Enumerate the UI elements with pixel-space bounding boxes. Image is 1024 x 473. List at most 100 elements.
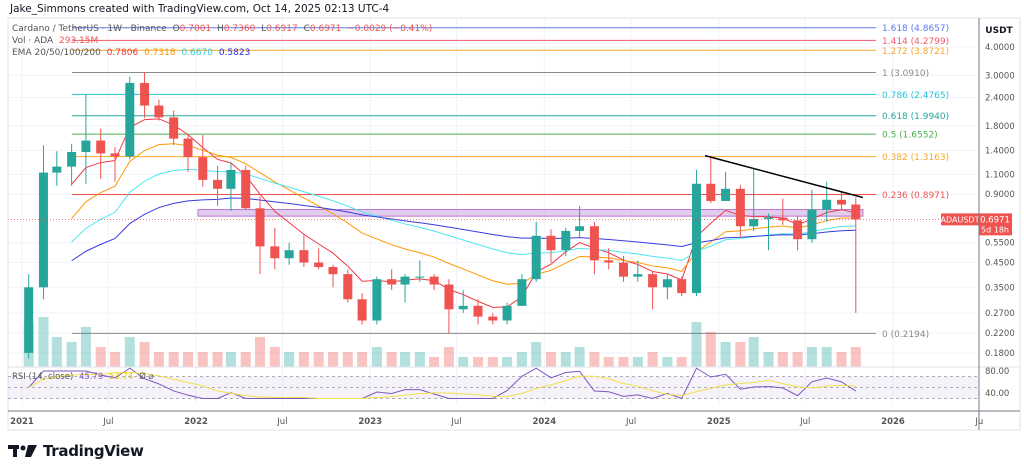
time-axis-tick: Jul bbox=[799, 417, 810, 427]
candle-body bbox=[110, 153, 120, 157]
candle-body bbox=[575, 226, 585, 231]
candle-body bbox=[38, 172, 48, 288]
candle-body bbox=[488, 316, 498, 321]
rsi-axis-tick: 80.00 bbox=[985, 367, 1009, 377]
rsi-label[interactable]: RSI (14, close) bbox=[12, 372, 74, 382]
price-axis-tick: 0.2200 bbox=[985, 329, 1015, 339]
symbol-price-tag-label: ADAUSDT bbox=[941, 215, 980, 224]
chart-frame bbox=[7, 17, 1021, 431]
symbol-price-tag bbox=[941, 213, 979, 226]
volume-bar bbox=[777, 352, 788, 367]
candle-body bbox=[749, 218, 759, 227]
price-axis-tick: 4.0000 bbox=[985, 43, 1015, 53]
candle-body bbox=[255, 208, 265, 247]
symbol-legend: Cardano / TetherUS · 1W · Binance O0.700… bbox=[12, 24, 435, 34]
candle-body bbox=[807, 209, 817, 240]
candle-body bbox=[24, 287, 34, 353]
tradingview-logo[interactable]: TradingView bbox=[8, 442, 144, 460]
volume-bar bbox=[284, 352, 295, 367]
volume-bar bbox=[632, 357, 643, 367]
volume-bar bbox=[139, 342, 150, 367]
candle-body bbox=[502, 305, 512, 321]
volume-bar bbox=[313, 352, 324, 367]
price-axis-tick: 0.9000 bbox=[985, 190, 1015, 200]
volume-bar bbox=[95, 347, 106, 367]
close-value: C0.6971 bbox=[303, 24, 342, 34]
price-axis-tick: 0.2700 bbox=[985, 309, 1015, 319]
rsi-band bbox=[8, 376, 979, 399]
fib-level-label: 0.5 (1.6552) bbox=[882, 131, 938, 141]
fib-level-label: 0.786 (2.4765) bbox=[882, 91, 949, 101]
volume-bar bbox=[516, 352, 527, 367]
change-value: −0.0029 (−0.41%) bbox=[347, 24, 433, 34]
descending-trendline bbox=[704, 154, 864, 199]
volume-label[interactable]: Vol · ADA bbox=[12, 36, 54, 46]
candle-body bbox=[183, 138, 193, 158]
ema-200-line bbox=[71, 197, 856, 262]
time-axis-tick: Jul bbox=[276, 417, 287, 427]
volume-bar bbox=[502, 357, 513, 367]
volume-bar bbox=[589, 352, 600, 367]
ema-20-value: 0.7806 bbox=[106, 48, 139, 58]
fib-level-label: 1 (3.0910) bbox=[882, 69, 929, 79]
candle-body bbox=[328, 267, 338, 275]
candle-body bbox=[154, 105, 164, 118]
time-axis-tick: 2021 bbox=[10, 417, 34, 427]
volume-bar bbox=[357, 352, 368, 367]
candle-body bbox=[314, 262, 324, 268]
fib-level-label: 0 (0.2194) bbox=[882, 330, 929, 340]
volume-bar bbox=[110, 352, 121, 367]
volume-bar bbox=[240, 352, 251, 367]
candle-body bbox=[284, 250, 294, 259]
support-zone bbox=[197, 209, 864, 217]
price-axis-tick: 1.4000 bbox=[985, 147, 1015, 157]
candle-body bbox=[691, 183, 701, 294]
volume-bar bbox=[197, 352, 208, 367]
volume-bar bbox=[676, 357, 687, 367]
fib-level-label: 1.618 (4.8657) bbox=[882, 24, 949, 34]
volume-bar bbox=[487, 357, 498, 367]
volume-bar bbox=[225, 352, 236, 367]
ema-200-value: 0.5823 bbox=[218, 48, 251, 58]
candle-body bbox=[343, 274, 353, 300]
candle-body bbox=[226, 169, 236, 189]
time-axis-tick: 2025 bbox=[707, 417, 731, 427]
candle-body bbox=[67, 152, 77, 167]
price-axis-tick: 3.0000 bbox=[985, 71, 1015, 81]
candle-body bbox=[721, 188, 731, 201]
ema-100-value: 0.6670 bbox=[181, 48, 213, 58]
price-axis-tick: 0.1800 bbox=[985, 349, 1015, 359]
time-axis-tick: Ju bbox=[974, 417, 983, 427]
candle-body bbox=[793, 220, 803, 240]
volume-bar bbox=[443, 347, 454, 367]
price-axis-tick: 0.3500 bbox=[985, 283, 1015, 293]
volume-bar bbox=[298, 352, 309, 367]
time-axis-tick: 2026 bbox=[881, 417, 905, 427]
candle-body bbox=[357, 299, 367, 321]
low-value: L0.6917 bbox=[261, 24, 298, 34]
volume-bar bbox=[414, 352, 425, 367]
ema-50-value: 0.7318 bbox=[144, 48, 176, 58]
volume-bar bbox=[371, 347, 382, 367]
candle-body bbox=[52, 166, 62, 173]
volume-bar bbox=[80, 327, 91, 367]
candle-body bbox=[531, 235, 541, 280]
volume-bar bbox=[153, 352, 164, 367]
candle-body bbox=[473, 305, 483, 317]
volume-bar bbox=[691, 322, 702, 367]
candle-body bbox=[372, 279, 382, 321]
volume-bar bbox=[836, 352, 847, 367]
candle-body bbox=[458, 305, 468, 310]
tradingview-brand: TradingView bbox=[43, 442, 144, 460]
volume-bar bbox=[458, 357, 469, 367]
chart-credit: Jake_Simmons created with TradingView.co… bbox=[10, 3, 390, 15]
symbol-title[interactable]: Cardano / TetherUS · 1W · Binance bbox=[12, 24, 167, 34]
rsi-ma-line bbox=[28, 371, 856, 399]
ema-label[interactable]: EMA 20/50/100/200 bbox=[12, 48, 101, 58]
fib-level-label: 1.414 (4.2799) bbox=[882, 37, 949, 47]
fib-level-label: 0.382 (1.3163) bbox=[882, 153, 949, 163]
candle-body bbox=[96, 140, 106, 154]
candle-body bbox=[400, 276, 410, 285]
volume-bar bbox=[168, 352, 179, 367]
